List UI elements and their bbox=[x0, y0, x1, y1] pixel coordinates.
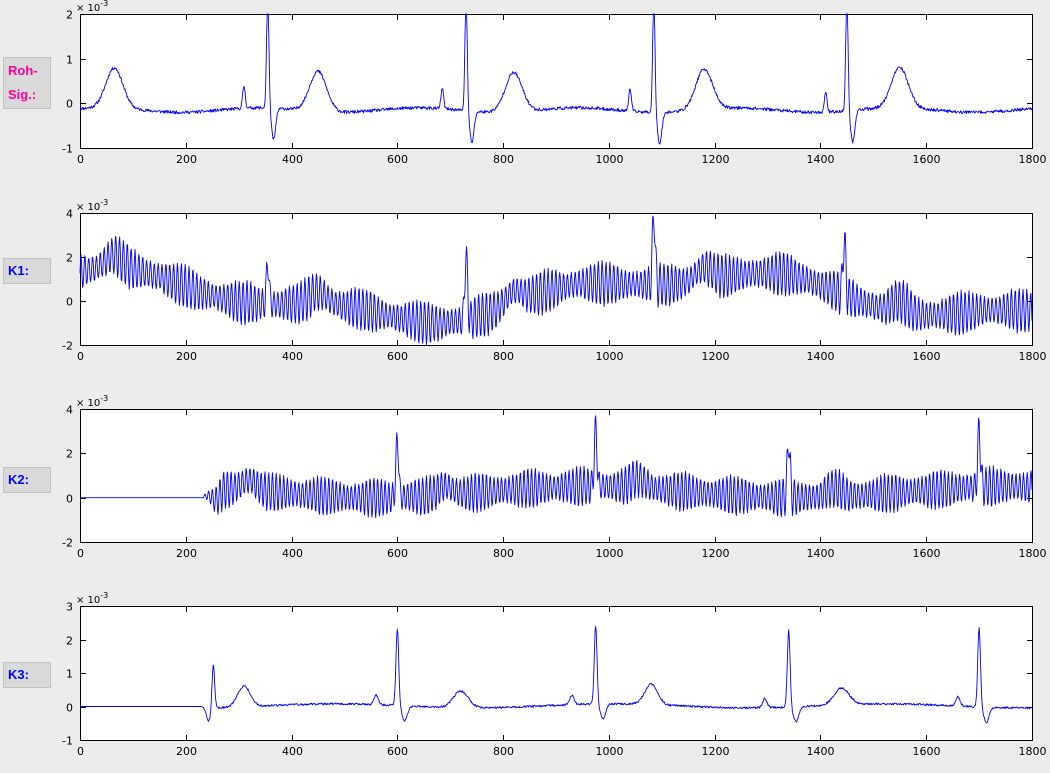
svg-text:× 10-3: × 10-3 bbox=[76, 0, 108, 14]
svg-text:2: 2 bbox=[66, 635, 73, 648]
svg-text:1400: 1400 bbox=[807, 745, 835, 758]
svg-text:3: 3 bbox=[66, 601, 73, 614]
svg-text:4: 4 bbox=[66, 208, 73, 221]
svg-text:1800: 1800 bbox=[1019, 350, 1047, 363]
svg-text:1600: 1600 bbox=[913, 350, 941, 363]
svg-text:0: 0 bbox=[66, 98, 73, 111]
svg-text:600: 600 bbox=[387, 350, 408, 363]
svg-text:200: 200 bbox=[176, 350, 197, 363]
svg-text:-1: -1 bbox=[62, 143, 73, 156]
label-k2: K2: bbox=[3, 467, 51, 493]
label-k3: K3: bbox=[3, 662, 51, 688]
svg-text:1400: 1400 bbox=[807, 153, 835, 166]
svg-text:600: 600 bbox=[387, 153, 408, 166]
label-roh-sig: Roh- Sig.: bbox=[3, 57, 51, 109]
svg-text:× 10-3: × 10-3 bbox=[76, 395, 108, 409]
svg-text:800: 800 bbox=[493, 153, 514, 166]
svg-text:1200: 1200 bbox=[702, 350, 730, 363]
svg-text:400: 400 bbox=[282, 153, 303, 166]
svg-text:1000: 1000 bbox=[596, 745, 624, 758]
svg-text:0: 0 bbox=[66, 296, 73, 309]
label-roh-sig-line-2: Sig.: bbox=[8, 87, 37, 102]
svg-text:200: 200 bbox=[176, 547, 197, 560]
svg-text:2: 2 bbox=[66, 9, 73, 22]
label-k1: K1: bbox=[3, 258, 51, 284]
svg-text:1800: 1800 bbox=[1019, 153, 1047, 166]
svg-text:400: 400 bbox=[282, 745, 303, 758]
svg-text:× 10-3: × 10-3 bbox=[76, 592, 108, 606]
svg-text:1800: 1800 bbox=[1019, 745, 1047, 758]
svg-text:0: 0 bbox=[77, 153, 84, 166]
chart-k1: 0 200 400 600 800 1000 1200 1400 1600 1800 -2 0 2 4 × … bbox=[62, 199, 1047, 363]
label-roh-sig-line-1: Roh- bbox=[8, 63, 38, 78]
svg-text:1600: 1600 bbox=[913, 153, 941, 166]
svg-text:600: 600 bbox=[387, 547, 408, 560]
svg-text:2: 2 bbox=[66, 448, 73, 461]
svg-text:1000: 1000 bbox=[596, 547, 624, 560]
svg-text:0: 0 bbox=[77, 745, 84, 758]
svg-text:200: 200 bbox=[176, 153, 197, 166]
svg-text:× 10-3: × 10-3 bbox=[76, 199, 108, 213]
chart-k3: 0 200 400 600 800 1000 1200 1400 1600 1800 -1 0 1 2 3 ×… bbox=[62, 592, 1047, 758]
svg-text:600: 600 bbox=[387, 745, 408, 758]
svg-text:-2: -2 bbox=[62, 537, 73, 550]
svg-text:-1: -1 bbox=[62, 735, 73, 748]
svg-text:800: 800 bbox=[493, 547, 514, 560]
svg-text:1: 1 bbox=[66, 54, 73, 67]
svg-text:1800: 1800 bbox=[1019, 547, 1047, 560]
svg-text:1400: 1400 bbox=[807, 350, 835, 363]
label-k3-text: K3: bbox=[8, 667, 29, 682]
svg-text:0: 0 bbox=[77, 350, 84, 363]
svg-text:200: 200 bbox=[176, 745, 197, 758]
chart-k2: 0 200 400 600 800 1000 1200 1400 1600 1800 -2 0 2 4 × … bbox=[62, 395, 1047, 560]
svg-text:400: 400 bbox=[282, 350, 303, 363]
svg-text:800: 800 bbox=[493, 745, 514, 758]
svg-text:0: 0 bbox=[77, 547, 84, 560]
svg-text:400: 400 bbox=[282, 547, 303, 560]
svg-text:1600: 1600 bbox=[913, 745, 941, 758]
svg-text:4: 4 bbox=[66, 404, 73, 417]
label-k2-text: K2: bbox=[8, 472, 29, 487]
svg-text:0: 0 bbox=[66, 702, 73, 715]
chart-roh-sig: 0 200 400 600 800 1000 1200 1400 1600 1800 -1 0 1 2 × … bbox=[62, 0, 1047, 166]
svg-text:1200: 1200 bbox=[702, 153, 730, 166]
svg-text:1600: 1600 bbox=[913, 547, 941, 560]
label-k1-text: K1: bbox=[8, 263, 29, 278]
svg-text:-2: -2 bbox=[62, 340, 73, 353]
svg-text:800: 800 bbox=[493, 350, 514, 363]
svg-text:1200: 1200 bbox=[702, 547, 730, 560]
svg-text:1000: 1000 bbox=[596, 350, 624, 363]
svg-text:1400: 1400 bbox=[807, 547, 835, 560]
svg-text:1: 1 bbox=[66, 668, 73, 681]
svg-text:1200: 1200 bbox=[702, 745, 730, 758]
svg-text:2: 2 bbox=[66, 252, 73, 265]
svg-text:1000: 1000 bbox=[596, 153, 624, 166]
svg-text:0: 0 bbox=[66, 493, 73, 506]
